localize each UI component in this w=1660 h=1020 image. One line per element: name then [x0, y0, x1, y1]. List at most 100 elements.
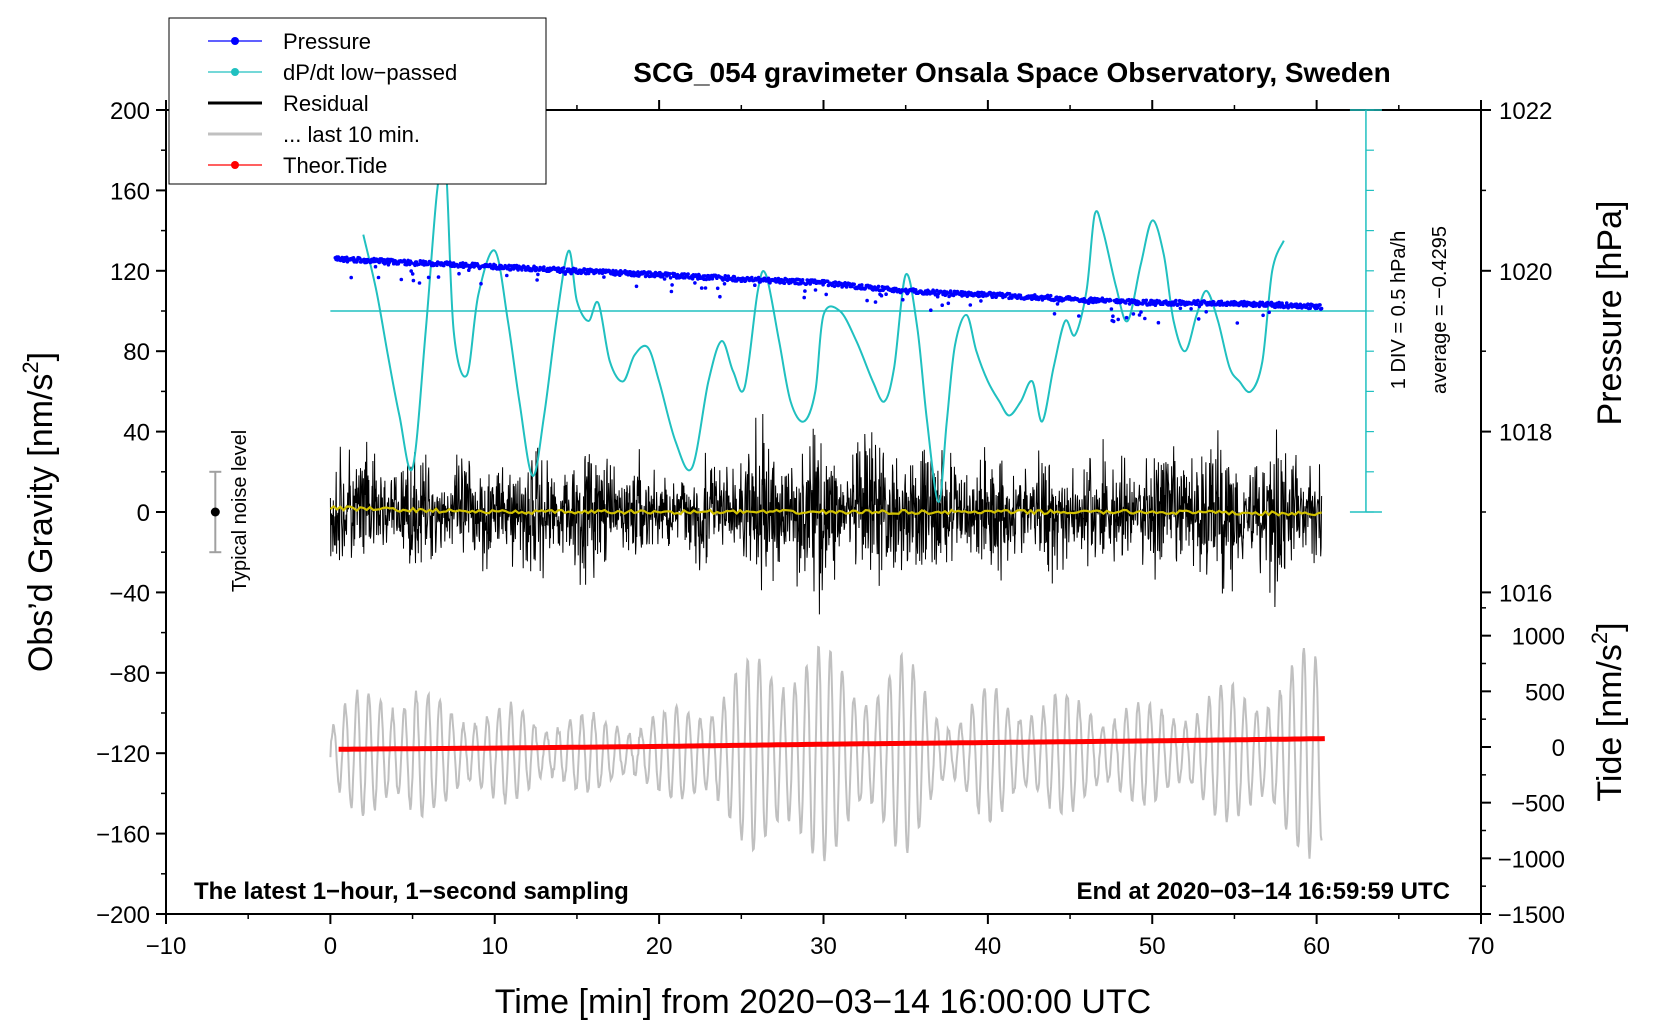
pressure-point — [668, 276, 673, 280]
y-axis-label-gravity-sup: 2 — [18, 361, 43, 373]
pressure-point — [710, 276, 715, 281]
pressure-point — [670, 283, 674, 287]
pressure-point — [1108, 298, 1113, 303]
pressure-point — [1018, 293, 1023, 298]
y-axis-label-tide-main: Tide [nm/s — [1591, 644, 1629, 801]
x-tick-label: −10 — [146, 933, 187, 960]
x-tick-label: 0 — [324, 933, 337, 960]
pressure-point — [704, 277, 709, 282]
pressure-point — [948, 289, 953, 293]
tide-tick-label: 500 — [1525, 679, 1565, 706]
y-axis-label-tide-end: ] — [1591, 622, 1629, 631]
pressure-point — [1235, 321, 1240, 325]
pressure-tick-label: 1022 — [1499, 98, 1552, 125]
pressure-point — [782, 281, 787, 286]
pressure-point — [561, 266, 566, 270]
y-axis-label-gravity: Obs’d Gravity [nm/s2] — [18, 352, 60, 672]
pressure-point — [1137, 313, 1142, 317]
pressure-point — [399, 277, 404, 282]
pressure-point — [873, 300, 878, 304]
legend-label: Pressure — [283, 29, 371, 54]
y-tick-label: 120 — [110, 259, 150, 286]
pressure-point — [901, 297, 905, 302]
series-smoothed-residual — [329, 504, 1322, 517]
pressure-point — [536, 272, 540, 277]
pressure-point — [1124, 315, 1129, 320]
pressure-point — [409, 269, 414, 273]
pressure-point — [417, 281, 422, 285]
pressure-point — [935, 294, 940, 299]
tide-tick-label: 1000 — [1512, 624, 1565, 651]
pressure-point — [929, 308, 933, 313]
pressure-point — [1111, 319, 1116, 324]
pressure-point — [351, 255, 356, 260]
annotation-sampling: The latest 1−hour, 1−second sampling — [194, 878, 629, 905]
pressure-point — [879, 293, 884, 298]
pressure-point — [1164, 299, 1168, 303]
pressure-point — [699, 286, 704, 290]
pressure-point — [813, 288, 818, 292]
pressure-point — [535, 278, 539, 282]
legend-label: ... last 10 min. — [283, 122, 420, 147]
pressure-point — [904, 287, 908, 292]
pressure-point — [865, 298, 869, 303]
pressure-point — [703, 286, 708, 290]
pressure-point — [418, 259, 423, 263]
pressure-point — [426, 275, 431, 280]
pressure-point — [852, 282, 856, 287]
x-tick-label: 20 — [646, 933, 673, 960]
pressure-point — [1152, 299, 1156, 304]
pressure-point — [1077, 314, 1081, 318]
legend-marker — [231, 37, 239, 45]
pressure-point — [715, 286, 720, 291]
y-tick-label: 200 — [110, 98, 150, 125]
pressure-tick-label: 1020 — [1499, 259, 1552, 286]
x-axis-label: Time [min] from 2020−03−14 16:00:00 UTC — [495, 983, 1151, 1020]
pressure-point — [1196, 317, 1201, 321]
pressure-point — [349, 275, 354, 280]
pressure-point — [448, 260, 452, 265]
pressure-point — [662, 277, 667, 281]
y-tick-label: −200 — [96, 902, 150, 929]
pressure-point — [756, 275, 761, 280]
pressure-point — [884, 292, 888, 297]
pressure-point — [411, 278, 416, 283]
pressure-point — [979, 299, 983, 303]
pressure-point — [803, 289, 807, 293]
y-tick-label: 80 — [123, 339, 150, 366]
pressure-point — [1171, 303, 1176, 307]
pressure-point — [1139, 310, 1143, 314]
pressure-point — [493, 263, 498, 268]
pressure-point — [723, 274, 728, 278]
pressure-point — [1052, 312, 1057, 316]
pressure-point — [800, 278, 805, 282]
pressure-point — [1156, 320, 1161, 325]
pressure-point — [505, 273, 509, 278]
pressure-point — [534, 266, 539, 270]
pressure-point — [1189, 307, 1193, 311]
pressure-point — [1174, 298, 1178, 303]
annotation-end-time: End at 2020−03−14 16:59:59 UTC — [1076, 878, 1450, 905]
y-tick-label: −160 — [96, 822, 150, 849]
pressure-point — [935, 288, 939, 293]
chart-title: SCG_054 gravimeter Onsala Space Observat… — [633, 57, 1390, 88]
pressure-point — [1319, 306, 1324, 311]
pressure-point — [614, 269, 618, 273]
pressure-point — [844, 285, 849, 289]
legend-marker — [231, 68, 239, 76]
pressure-point — [1140, 302, 1145, 306]
legend-label: dP/dt low−passed — [283, 60, 457, 85]
y-tick-label: 0 — [137, 500, 150, 527]
pressure-point — [373, 264, 378, 269]
pressure-point — [750, 275, 754, 280]
axes-layer: −10 0 10 20 30 40 50 60 70−200−160−120−80−400408… — [96, 98, 1565, 960]
pressure-point — [479, 281, 483, 286]
pressure-point — [1055, 302, 1060, 306]
pressure-point — [1261, 313, 1265, 318]
pressure-point — [600, 271, 605, 276]
series-dpdt — [362, 150, 1285, 504]
pressure-point — [1048, 293, 1053, 298]
legend: Pressure dP/dt low−passed Residual ... last… — [168, 17, 547, 185]
tide-tick-label: −500 — [1511, 791, 1565, 818]
pressure-point — [1195, 302, 1199, 307]
